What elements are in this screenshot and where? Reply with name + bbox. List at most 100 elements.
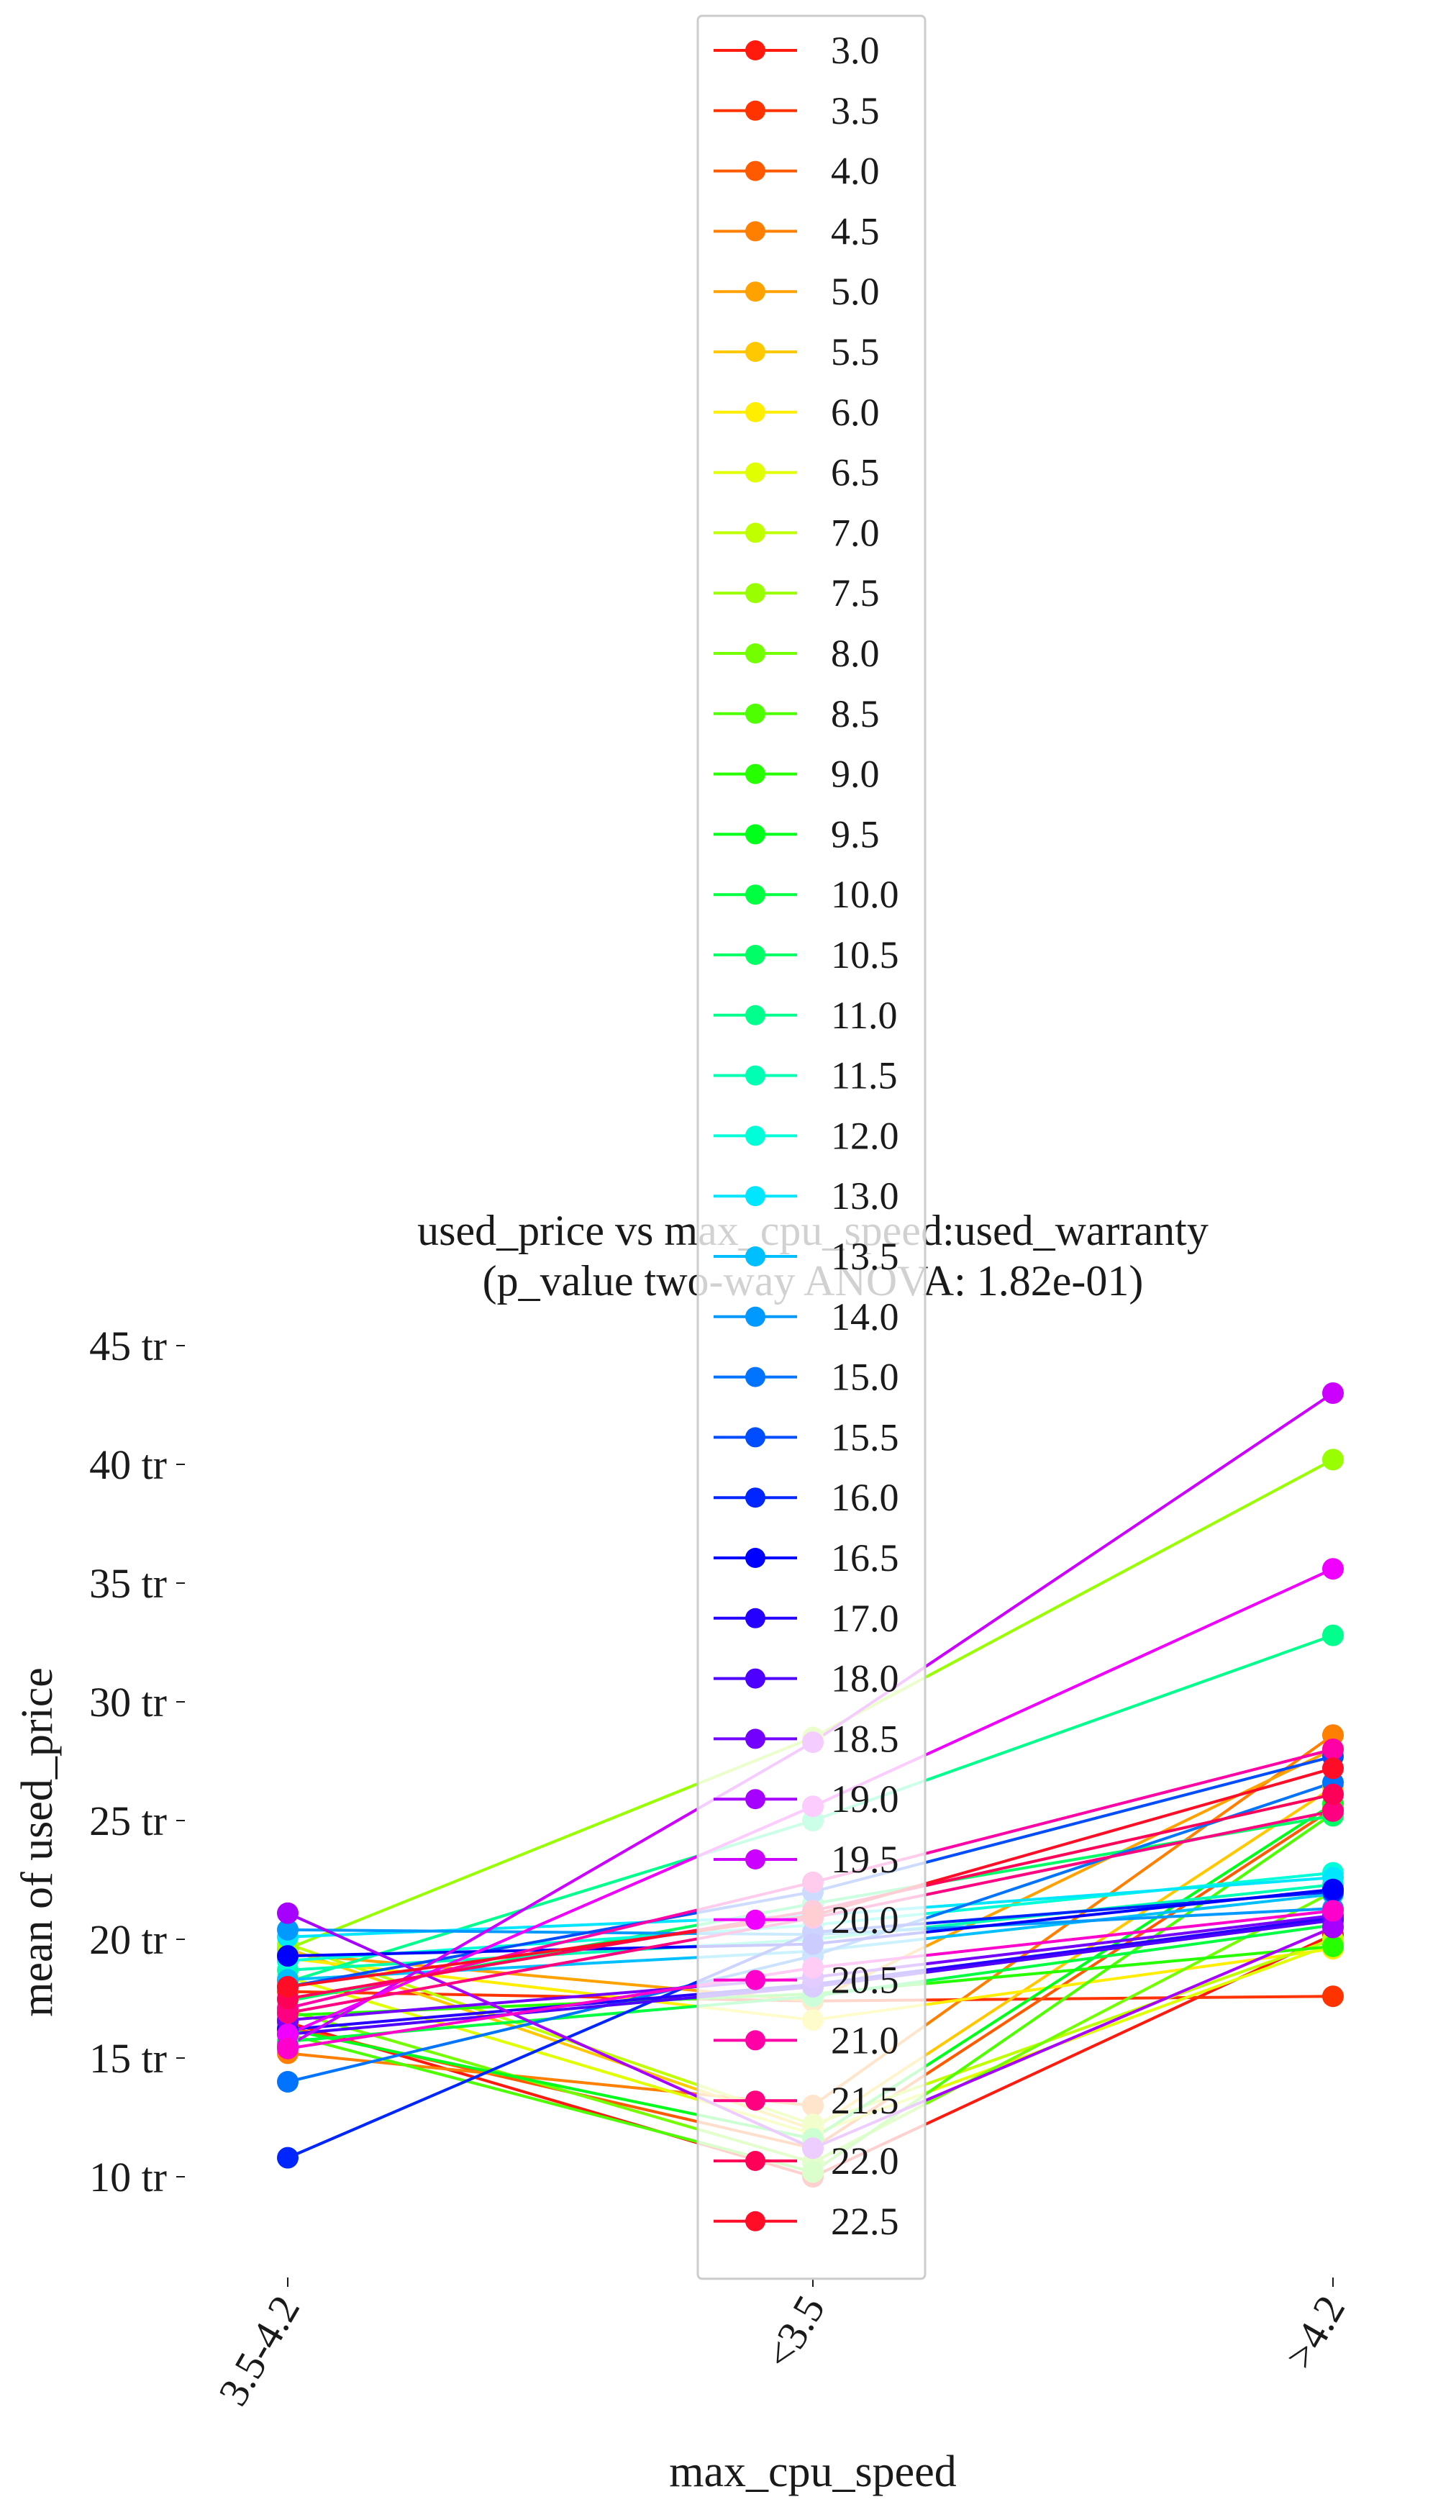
legend-swatch-marker xyxy=(745,1125,765,1146)
legend-label: 10.5 xyxy=(831,933,899,976)
legend-label: 15.0 xyxy=(831,1356,899,1399)
legend-swatch-marker xyxy=(745,1366,765,1387)
legend-swatch-marker xyxy=(745,160,765,181)
legend-swatch-marker xyxy=(745,1970,765,1990)
legend-swatch-marker xyxy=(745,462,765,483)
legend-swatch-marker xyxy=(745,703,765,724)
legend-swatch-marker xyxy=(745,643,765,663)
legend-swatch-marker xyxy=(745,1005,765,1025)
y-tick-label: 15 tr xyxy=(89,2035,167,2082)
legend-label: 21.5 xyxy=(831,2079,899,2122)
legend-swatch-marker xyxy=(745,2211,765,2231)
data-point xyxy=(277,1976,299,1998)
legend-label: 22.5 xyxy=(831,2200,899,2243)
y-tick-label: 30 tr xyxy=(89,1679,167,1726)
y-tick-label: 20 tr xyxy=(89,1916,167,1963)
legend-swatch-marker xyxy=(745,824,765,845)
data-point xyxy=(277,1918,299,1941)
data-point xyxy=(1322,1558,1344,1580)
legend-label: 6.5 xyxy=(831,451,880,494)
legend-label: 10.0 xyxy=(831,873,899,916)
data-point xyxy=(277,2147,299,2169)
legend-label: 16.0 xyxy=(831,1476,899,1519)
legend-label: 15.5 xyxy=(831,1415,899,1459)
data-point xyxy=(1322,1382,1344,1404)
legend-label: 9.0 xyxy=(831,753,880,796)
legend-swatch-marker xyxy=(745,1186,765,1207)
legend-label: 11.0 xyxy=(831,994,898,1037)
legend-label: 3.0 xyxy=(831,29,880,72)
legend-swatch-marker xyxy=(745,342,765,362)
legend-swatch-marker xyxy=(745,1427,765,1448)
y-tick-label: 35 tr xyxy=(89,1560,167,1607)
legend-swatch-marker xyxy=(745,2090,765,2111)
legend-label: 9.5 xyxy=(831,812,880,856)
data-point xyxy=(1322,1985,1344,2008)
legend-swatch-marker xyxy=(745,1728,765,1749)
x-tick-label: >4.2 xyxy=(1275,2288,1354,2377)
legend-label: 8.5 xyxy=(831,692,880,735)
data-point xyxy=(1322,1624,1344,1646)
legend-label: 7.0 xyxy=(831,511,880,554)
legend-label: 19.0 xyxy=(831,1777,899,1821)
legend-label: 3.5 xyxy=(831,89,880,132)
data-point xyxy=(1322,1900,1344,1922)
y-tick-label: 10 tr xyxy=(89,2154,167,2201)
legend-label: 16.5 xyxy=(831,1536,899,1579)
legend-swatch-marker xyxy=(745,583,765,604)
legend-label: 12.0 xyxy=(831,1114,899,1157)
x-tick-label: <3.5 xyxy=(755,2288,834,2377)
legend-swatch-marker xyxy=(745,1548,765,1568)
data-point xyxy=(1322,1935,1344,1957)
legend-label: 18.5 xyxy=(831,1717,899,1760)
legend-swatch-marker xyxy=(745,884,765,905)
legend-label: 18.0 xyxy=(831,1657,899,1700)
legend-swatch-marker xyxy=(745,763,765,784)
legend-label: 8.0 xyxy=(831,632,880,675)
legend-label: 4.5 xyxy=(831,209,880,253)
legend-label: 4.0 xyxy=(831,150,880,193)
y-tick-label: 45 tr xyxy=(89,1323,167,1369)
data-point xyxy=(1322,1739,1344,1760)
legend-swatch-marker xyxy=(745,1065,765,1086)
data-point xyxy=(1322,1800,1344,1822)
data-point xyxy=(1322,1757,1344,1780)
legend-label: 17.0 xyxy=(831,1597,899,1640)
legend-swatch-marker xyxy=(745,945,765,965)
legend-swatch-marker xyxy=(745,1789,765,1810)
data-point xyxy=(277,1902,299,1924)
legend-label: 13.5 xyxy=(831,1235,899,1278)
legend-label: 6.0 xyxy=(831,391,880,434)
legend-swatch-marker xyxy=(745,100,765,121)
legend-swatch-marker xyxy=(745,281,765,302)
legend-swatch-marker xyxy=(745,2151,765,2171)
legend-label: 19.5 xyxy=(831,1838,899,1881)
legend-label: 7.5 xyxy=(831,571,880,615)
legend-label: 11.5 xyxy=(831,1054,898,1097)
legend-swatch-marker xyxy=(745,1849,765,1869)
legend: 3.0 3.5 4.0 4.5 5.0 5.5 6.0 6.5 7.0 7.5 8.0 8.5 9.0 9… xyxy=(696,14,927,2280)
data-point xyxy=(1322,1916,1344,1939)
legend-swatch-marker xyxy=(745,1306,765,1327)
data-point xyxy=(277,2071,299,2093)
legend-box xyxy=(696,14,927,2280)
legend-label: 5.5 xyxy=(831,330,880,373)
data-point xyxy=(1322,1449,1344,1471)
legend-label: 5.0 xyxy=(831,270,880,313)
legend-label: 13.0 xyxy=(831,1174,899,1218)
legend-swatch-marker xyxy=(745,1608,765,1628)
legend-swatch-marker xyxy=(745,522,765,543)
legend-swatch-marker xyxy=(745,221,765,242)
legend-swatch-marker xyxy=(745,1668,765,1689)
legend-swatch-marker xyxy=(745,402,765,422)
x-axis-label: max_cpu_speed xyxy=(669,2447,956,2496)
legend-label: 22.0 xyxy=(831,2139,899,2183)
legend-swatch-marker xyxy=(745,1487,765,1508)
y-tick-label: 25 tr xyxy=(89,1798,167,1844)
legend-label: 20.0 xyxy=(831,1898,899,1941)
legend-swatch-marker xyxy=(745,1246,765,1266)
y-axis-label: mean of used_price xyxy=(13,1667,62,2016)
legend-swatch-marker xyxy=(745,40,765,60)
data-point xyxy=(1322,1878,1344,1900)
